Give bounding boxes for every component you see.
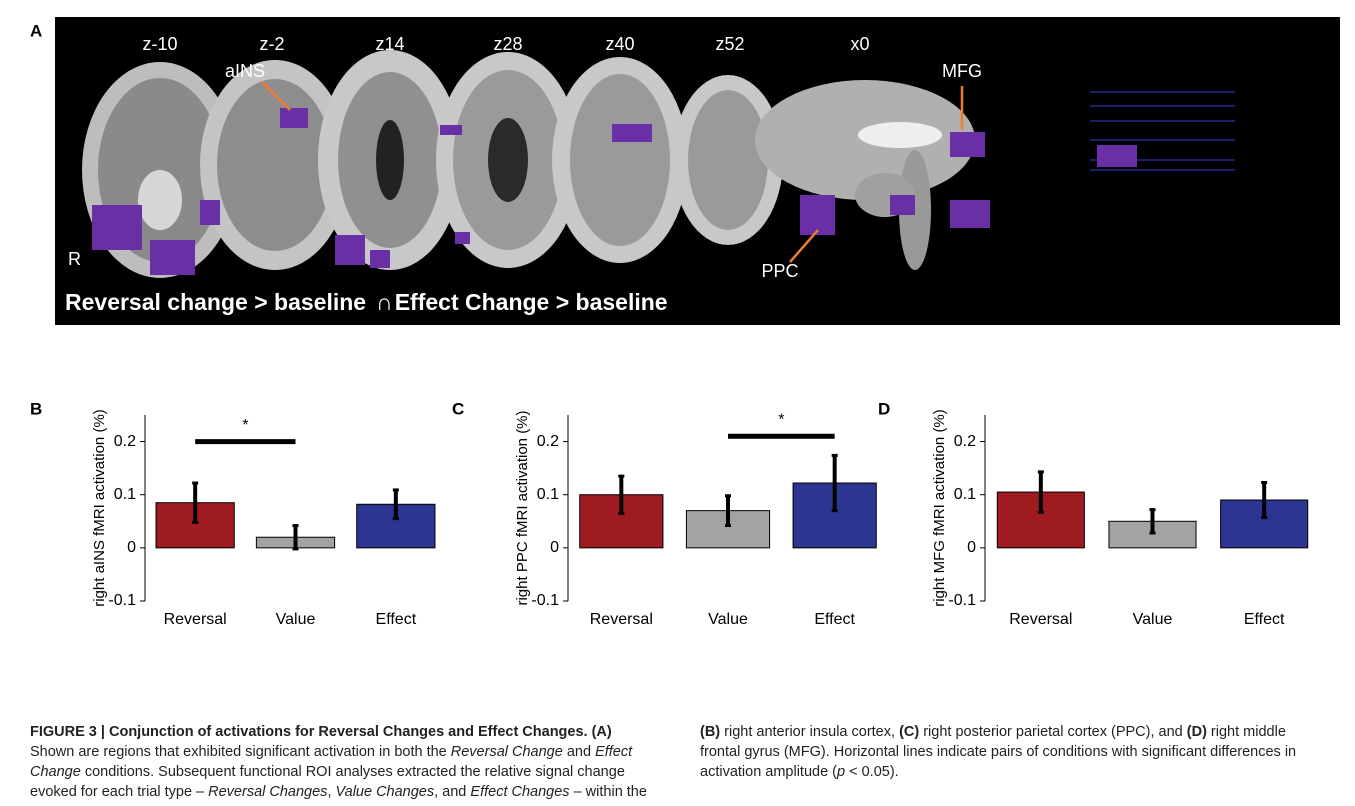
slice-label: z28 bbox=[493, 34, 522, 54]
y-tick-label: 0.2 bbox=[954, 433, 976, 450]
slice-label: z40 bbox=[605, 34, 634, 54]
panel-letter: B bbox=[30, 399, 42, 418]
x-tick-label: Effect bbox=[376, 611, 417, 628]
panel-letter: A bbox=[30, 21, 42, 40]
y-tick-label: 0.2 bbox=[537, 433, 559, 450]
caption: FIGURE 3 | Conjunction of activations fo… bbox=[30, 722, 1330, 806]
panel-letter: C bbox=[452, 399, 464, 418]
slice-label: z52 bbox=[715, 34, 744, 54]
y-tick-label: 0 bbox=[127, 539, 136, 556]
y-tick-label: -0.1 bbox=[531, 592, 559, 609]
y-axis-label: right MFG fMRI activation (%) bbox=[931, 409, 948, 607]
y-tick-label: -0.1 bbox=[948, 592, 976, 609]
annotation: PPC bbox=[761, 261, 798, 281]
page: {"panel_a": {"letter": "A", "slices": ["… bbox=[0, 0, 1355, 775]
significance-label: * bbox=[242, 417, 248, 434]
y-tick-label: 0 bbox=[967, 539, 976, 556]
panel-letter: D bbox=[878, 399, 890, 418]
x-tick-label: Effect bbox=[814, 611, 855, 628]
slice-label: z-2 bbox=[259, 34, 284, 54]
annotation: MFG bbox=[942, 61, 982, 81]
x-tick-label: Value bbox=[276, 611, 316, 628]
x-tick-label: Value bbox=[708, 611, 748, 628]
annotation: R bbox=[68, 249, 81, 269]
x-tick-label: Reversal bbox=[164, 611, 227, 628]
y-tick-label: 0.1 bbox=[954, 486, 976, 503]
slice-label: z-10 bbox=[142, 34, 177, 54]
y-tick-label: -0.1 bbox=[108, 592, 136, 609]
y-tick-label: 0.2 bbox=[114, 433, 136, 450]
y-axis-label: right aINS fMRI activation (%) bbox=[91, 409, 108, 607]
y-tick-label: 0.1 bbox=[537, 486, 559, 503]
significance-label: * bbox=[778, 411, 784, 428]
x-tick-label: Reversal bbox=[590, 611, 653, 628]
annotation: aINS bbox=[225, 61, 265, 81]
x-tick-label: Value bbox=[1133, 611, 1173, 628]
y-axis-label: right PPC fMRI activation (%) bbox=[514, 410, 531, 605]
figure: A bbox=[0, 0, 1355, 715]
x-tick-label: Effect bbox=[1244, 611, 1285, 628]
y-tick-label: 0.1 bbox=[114, 486, 136, 503]
slice-label: z14 bbox=[375, 34, 404, 54]
y-tick-label: 0 bbox=[550, 539, 559, 556]
x-tick-label: Reversal bbox=[1009, 611, 1072, 628]
slice-label: x0 bbox=[850, 34, 869, 54]
